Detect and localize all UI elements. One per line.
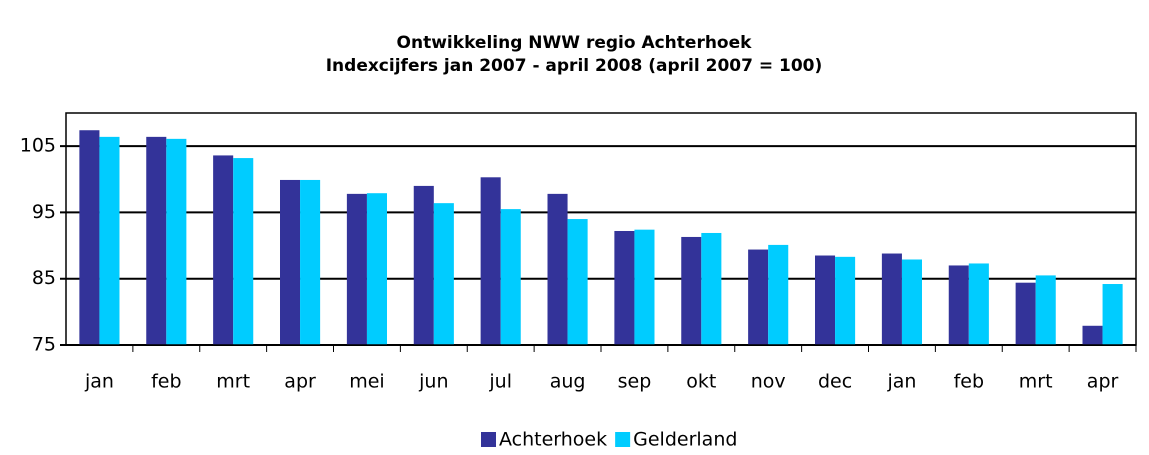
bar xyxy=(213,155,234,345)
y-tick-label: 95 xyxy=(32,201,56,223)
bar xyxy=(948,265,969,345)
bar xyxy=(748,249,769,345)
x-tick-label: mrt xyxy=(216,371,250,393)
bar xyxy=(480,177,501,345)
bar xyxy=(1015,282,1036,345)
bar xyxy=(366,193,387,345)
bar xyxy=(881,253,902,345)
x-tick-label: jul xyxy=(488,371,512,393)
bar xyxy=(413,185,434,345)
bar xyxy=(701,232,722,345)
bar xyxy=(1082,325,1103,345)
bar xyxy=(146,136,167,345)
bar xyxy=(614,230,635,345)
x-tick-label: apr xyxy=(284,371,316,393)
x-tick-label: mrt xyxy=(1019,371,1053,393)
bar xyxy=(346,193,367,345)
bar xyxy=(547,193,568,345)
x-tick-label: okt xyxy=(686,371,716,393)
x-tick-label: aug xyxy=(550,371,586,393)
bar xyxy=(634,229,655,345)
x-tick-label: jun xyxy=(418,371,448,393)
chart-subtitle: Indexcijfers jan 2007 - april 2008 (apri… xyxy=(326,56,823,76)
y-tick-label: 105 xyxy=(20,135,56,157)
bar xyxy=(79,130,100,345)
x-tick-label: jan xyxy=(84,371,114,393)
x-tick-label: nov xyxy=(751,371,786,393)
bar xyxy=(567,219,588,345)
bar xyxy=(681,236,702,345)
x-tick-label: apr xyxy=(1087,371,1119,393)
bar xyxy=(815,255,836,345)
bar xyxy=(768,244,789,345)
legend-label: Achterhoek xyxy=(499,429,607,451)
bar xyxy=(280,179,301,345)
legend-swatch xyxy=(615,432,631,447)
bar xyxy=(166,138,187,345)
bar xyxy=(433,203,454,345)
x-tick-label: feb xyxy=(151,371,181,393)
x-tick-label: mei xyxy=(349,371,384,393)
y-tick-label: 85 xyxy=(32,267,56,289)
x-tick-label: dec xyxy=(818,371,852,393)
chart-title: Ontwikkeling NWW regio Achterhoek xyxy=(397,33,753,53)
bar xyxy=(901,259,922,345)
y-tick-label: 75 xyxy=(32,334,56,356)
x-tick-label: sep xyxy=(618,371,652,393)
bar xyxy=(99,136,120,345)
bar xyxy=(233,158,254,345)
legend-swatch xyxy=(481,432,496,447)
bar xyxy=(968,263,989,345)
x-tick-label: jan xyxy=(886,371,916,393)
bar xyxy=(835,256,856,345)
bar xyxy=(500,209,521,345)
bar xyxy=(300,179,321,345)
bar xyxy=(1035,275,1056,345)
bar xyxy=(1102,284,1123,345)
legend-label: Gelderland xyxy=(633,429,737,451)
x-tick-label: feb xyxy=(954,371,984,393)
